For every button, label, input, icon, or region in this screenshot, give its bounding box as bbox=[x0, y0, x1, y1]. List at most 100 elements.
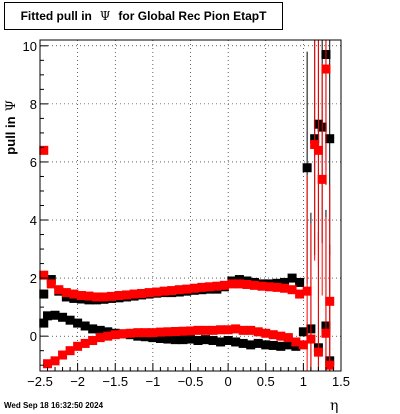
x-tick-label: −0.5 bbox=[178, 374, 204, 389]
data-point bbox=[159, 286, 169, 296]
data-layer bbox=[39, 40, 335, 371]
data-point bbox=[216, 337, 226, 347]
data-point bbox=[283, 340, 293, 350]
data-point bbox=[163, 334, 173, 344]
y-axis-psi-symbol: Ψ bbox=[4, 100, 19, 112]
data-point bbox=[280, 277, 290, 287]
data-point bbox=[182, 284, 192, 294]
data-point bbox=[148, 328, 158, 338]
data-point bbox=[133, 328, 143, 338]
data-point bbox=[91, 292, 101, 302]
data-point bbox=[186, 334, 195, 344]
data-point bbox=[238, 325, 248, 335]
data-point bbox=[50, 310, 60, 320]
data-point bbox=[298, 340, 308, 350]
timestamp: Wed Sep 18 16:32:50 2024 bbox=[4, 401, 104, 410]
data-point bbox=[140, 328, 150, 338]
x-tick-label: −1 bbox=[145, 374, 160, 389]
data-point bbox=[129, 289, 139, 299]
data-point bbox=[212, 281, 222, 291]
x-tick-label: −2.5 bbox=[27, 374, 53, 389]
data-point bbox=[58, 350, 68, 360]
data-point bbox=[148, 333, 158, 343]
data-point bbox=[137, 288, 147, 298]
data-point bbox=[287, 273, 297, 283]
x-tick-label: 0 bbox=[225, 374, 232, 389]
data-point bbox=[223, 325, 233, 335]
data-point bbox=[174, 285, 184, 295]
x-tick-label: 1.5 bbox=[332, 374, 350, 389]
y-tick-label: 8 bbox=[30, 97, 37, 112]
data-point bbox=[223, 336, 233, 346]
data-point bbox=[291, 337, 301, 347]
data-point bbox=[170, 335, 180, 345]
data-point bbox=[122, 290, 132, 300]
data-point bbox=[265, 282, 275, 292]
data-point bbox=[317, 174, 327, 184]
data-point bbox=[54, 285, 64, 295]
data-point bbox=[325, 360, 335, 370]
data-point bbox=[106, 291, 116, 301]
y-axis-label-text: pull in bbox=[3, 116, 18, 155]
series-2 bbox=[39, 40, 335, 371]
chart-title: Fitted pull in Ψ for Global Rec Pion Eta… bbox=[4, 2, 283, 30]
data-point bbox=[253, 338, 263, 348]
data-point bbox=[155, 327, 165, 337]
data-point bbox=[186, 326, 195, 336]
data-point bbox=[234, 279, 244, 289]
title-prefix: Fitted pull in bbox=[20, 9, 92, 23]
data-point bbox=[39, 270, 49, 280]
data-point bbox=[65, 315, 75, 325]
data-point bbox=[39, 289, 49, 299]
data-point bbox=[155, 333, 165, 343]
data-point bbox=[295, 277, 305, 287]
data-point bbox=[268, 340, 278, 350]
data-point bbox=[325, 134, 335, 144]
data-point bbox=[88, 336, 98, 346]
data-point bbox=[231, 324, 241, 334]
data-point bbox=[208, 336, 218, 346]
data-point bbox=[313, 347, 323, 357]
data-point bbox=[238, 338, 248, 348]
data-point bbox=[227, 279, 237, 289]
x-tick-label: −1.5 bbox=[102, 374, 128, 389]
data-point bbox=[110, 330, 120, 340]
data-point bbox=[283, 333, 293, 343]
data-point bbox=[242, 279, 252, 289]
data-point bbox=[261, 328, 271, 338]
data-point bbox=[306, 334, 316, 344]
data-point bbox=[163, 327, 173, 337]
data-point bbox=[253, 327, 263, 337]
title-psi-symbol: Ψ bbox=[99, 9, 111, 23]
data-point bbox=[84, 291, 94, 301]
title-suffix: for Global Rec Pion EtapT bbox=[118, 9, 267, 23]
y-tick-label: 2 bbox=[30, 271, 37, 286]
data-point bbox=[201, 325, 211, 335]
data-point bbox=[295, 289, 305, 299]
data-point bbox=[178, 335, 188, 345]
data-point bbox=[313, 145, 323, 155]
data-point bbox=[276, 341, 286, 351]
data-point bbox=[125, 328, 135, 338]
data-point bbox=[178, 326, 188, 336]
data-point bbox=[118, 329, 128, 339]
data-point bbox=[216, 325, 226, 335]
data-point bbox=[302, 286, 312, 296]
data-point bbox=[73, 318, 83, 328]
data-point bbox=[88, 324, 98, 334]
data-point bbox=[39, 145, 49, 155]
data-point bbox=[99, 292, 109, 302]
data-point bbox=[261, 340, 271, 350]
y-axis-label: pull in Ψ bbox=[3, 100, 19, 155]
data-point bbox=[272, 282, 282, 292]
data-point bbox=[189, 283, 199, 293]
data-point bbox=[298, 327, 308, 337]
data-point bbox=[43, 311, 53, 321]
y-tick-label: 10 bbox=[23, 39, 37, 54]
x-tick-label: 1 bbox=[300, 374, 307, 389]
series-0 bbox=[39, 40, 335, 305]
data-point bbox=[50, 356, 60, 366]
tick-layer: −2.5 −2 −1.5 −1 −0.5 0 0.5 1 1.5 0 2 4 6 8 10 bbox=[23, 39, 351, 389]
data-point bbox=[208, 325, 218, 335]
